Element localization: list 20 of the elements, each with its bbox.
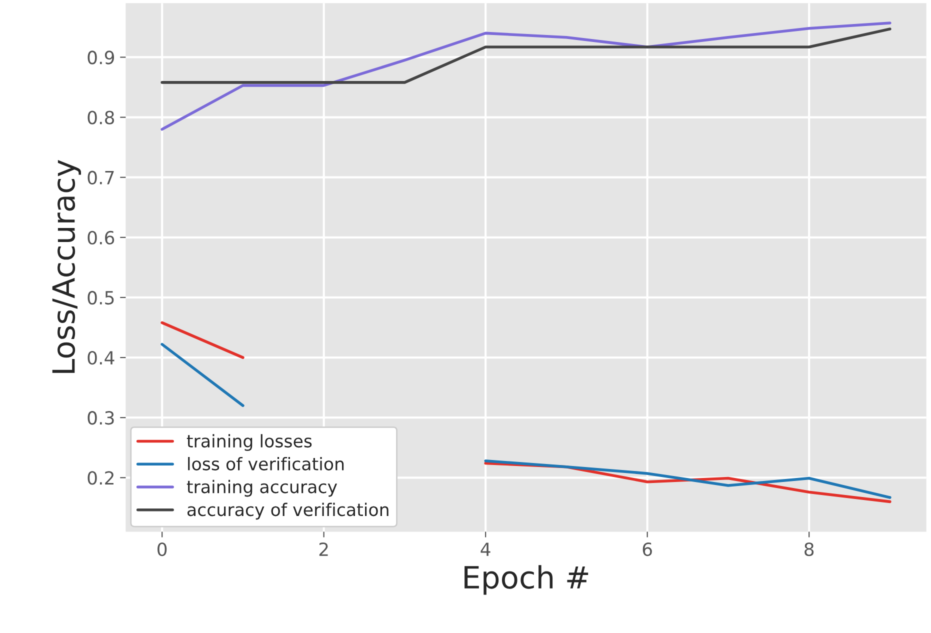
line-series — [160, 22, 892, 131]
x-tick-label: 2 — [319, 542, 328, 556]
legend-label: accuracy of verification — [187, 502, 388, 520]
y-tick-label: 0.7 — [88, 170, 114, 184]
x-tick-label: 6 — [642, 542, 652, 556]
y-tick-label: 0.8 — [88, 110, 114, 124]
legend-label: loss of verification — [188, 457, 344, 470]
legend-label: training losses — [186, 434, 312, 451]
x-tick-label: 4 — [480, 542, 490, 556]
y-axis-title: Loss/Accuracy — [52, 160, 81, 373]
x-axis-title: Epoch # — [464, 565, 588, 595]
y-tick-label: 0.6 — [88, 230, 114, 245]
y-tick-label: 0.9 — [88, 50, 114, 64]
y-tick-label: 0.5 — [88, 290, 114, 305]
y-tick-label: 0.4 — [88, 350, 114, 365]
legend-label: training accuracy — [186, 480, 338, 497]
y-tick-label: 0.3 — [88, 411, 114, 425]
y-tick-label: 0.2 — [88, 471, 114, 485]
x-tick-label: 8 — [804, 542, 814, 556]
x-tick-label: 0 — [158, 542, 167, 556]
